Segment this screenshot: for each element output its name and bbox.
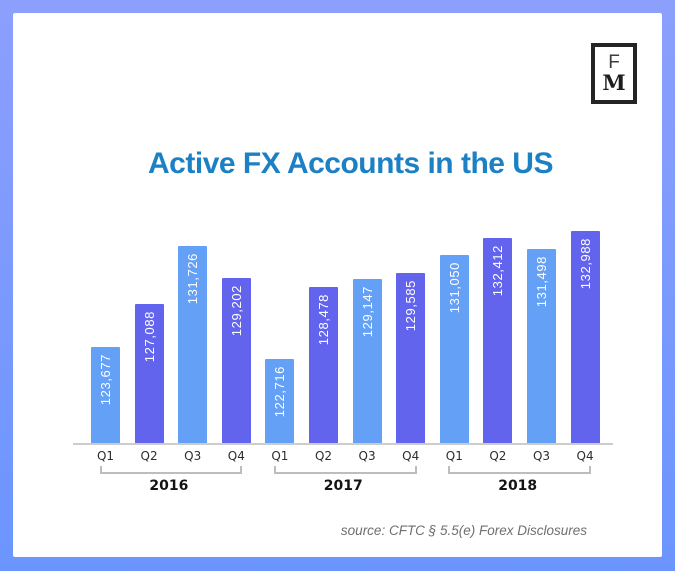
year-bracket-2016 bbox=[99, 466, 243, 474]
quarter-label-2016-Q2: Q2 bbox=[140, 449, 158, 463]
bar-2018-Q2: 132,412 bbox=[483, 238, 513, 443]
bar-2016-Q3: 131,726 bbox=[178, 246, 208, 443]
bar-2017-Q2: 128,478 bbox=[309, 287, 338, 443]
quarter-label-2017-Q1: Q1 bbox=[271, 449, 289, 463]
year-label-2018: 2018 bbox=[498, 478, 538, 494]
chart-card: F M Active FX Accounts in the US 123,677… bbox=[13, 13, 662, 557]
quarter-label-2018-Q3: Q3 bbox=[532, 449, 551, 463]
bar-value-label: 131,498 bbox=[534, 256, 549, 308]
bar-value-label: 131,050 bbox=[446, 262, 462, 314]
bar-2018-Q4: 132,988 bbox=[570, 231, 600, 443]
bar-value-label: 131,726 bbox=[185, 253, 201, 305]
quarter-label-2017-Q3: Q3 bbox=[358, 449, 376, 463]
x-axis-labels: Q1 Q2 Q3 Q4 2016 Q1 Q2 Q3 Q4 2017 Q1 Q2 Q3 Q4 2018 bbox=[73, 445, 613, 505]
logo-letter-m: M bbox=[602, 69, 626, 95]
year-bracket-2017 bbox=[273, 466, 417, 474]
quarter-label-2016-Q1: Q1 bbox=[96, 449, 115, 463]
quarter-label-2018-Q1: Q1 bbox=[445, 449, 463, 463]
quarter-label-2018-Q2: Q2 bbox=[489, 449, 507, 463]
bar-2017-Q1: 122,716 bbox=[265, 359, 295, 443]
bar-value-label: 129,147 bbox=[359, 286, 375, 338]
bar-2016-Q2: 127,088 bbox=[134, 304, 164, 443]
quarter-label-2017-Q4: Q4 bbox=[402, 449, 420, 463]
chart-title: Active FX Accounts in the US bbox=[148, 147, 553, 180]
year-label-2017: 2017 bbox=[323, 478, 363, 494]
bar-value-label: 129,202 bbox=[228, 285, 244, 337]
year-bracket-2018 bbox=[448, 466, 592, 474]
year-label-2016: 2016 bbox=[149, 478, 189, 494]
quarter-label-2016-Q4: Q4 bbox=[227, 449, 245, 463]
quarter-label-2018-Q4: Q4 bbox=[576, 449, 594, 463]
finance-magnates-logo: F M bbox=[591, 43, 637, 104]
logo-letter-f: F bbox=[608, 51, 620, 73]
bar-value-label: 122,716 bbox=[272, 366, 288, 418]
bar-value-label: 123,677 bbox=[98, 354, 113, 406]
quarter-label-2017-Q2: Q2 bbox=[314, 449, 333, 463]
bar-2016-Q4: 129,202 bbox=[221, 278, 251, 443]
bar-2018-Q3: 131,498 bbox=[527, 249, 556, 443]
bar-2018-Q1: 131,050 bbox=[439, 255, 469, 443]
source-caption: source: CFTC § 5.5(e) Forex Disclosures bbox=[340, 523, 587, 538]
bar-value-label: 128,478 bbox=[316, 294, 331, 346]
bar-value-label: 129,585 bbox=[403, 280, 419, 332]
bar-2016-Q1: 123,677 bbox=[91, 347, 120, 443]
bar-chart-area: 123,677 127,088 131,726 129,202 122,716 128,4… bbox=[73, 213, 613, 445]
quarter-label-2016-Q3: Q3 bbox=[184, 449, 202, 463]
bar-value-label: 132,988 bbox=[577, 238, 593, 290]
bar-value-label: 132,412 bbox=[490, 245, 506, 297]
bar-value-label: 127,088 bbox=[141, 311, 157, 363]
bar-2017-Q4: 129,585 bbox=[396, 273, 426, 443]
bar-2017-Q3: 129,147 bbox=[352, 279, 382, 443]
